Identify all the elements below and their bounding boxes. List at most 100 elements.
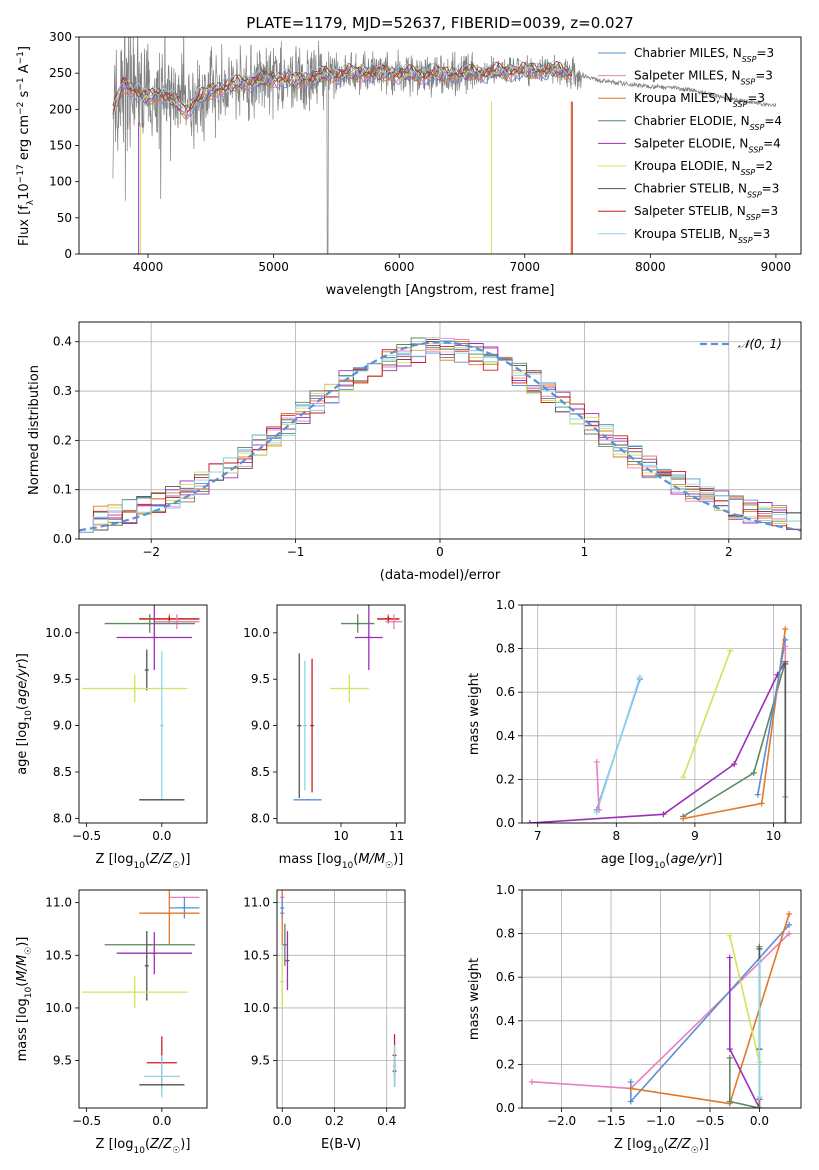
mass-ebv-plot-area (277, 890, 405, 1108)
normal-curve (79, 341, 801, 532)
residuals-ytick-label: 0.1 (53, 483, 72, 497)
weight-point-marker (786, 930, 793, 937)
age-z-xlabel: Z [log10(Z/Z☉)] (96, 852, 191, 871)
weight-point-marker (758, 800, 765, 807)
weight-point-marker (726, 954, 733, 961)
chart-weight-z: −2.0 −1.5 −1.0 −0.5 0.0 0.0 0.2 0.4 0.6 0.8 1.0 Z [… (467, 883, 802, 1156)
mass-z-xlabel: Z [log10(Z/Z☉)] (96, 1137, 191, 1156)
errorbar-point (310, 658, 315, 793)
weight-point-marker (528, 1078, 535, 1085)
spectrum-xtick-label: 6000 (384, 260, 415, 274)
age-mass-xtick-label: 10 (333, 829, 348, 843)
weight-series-line (728, 957, 761, 1108)
errorbar-point (82, 976, 188, 1008)
mass-z-xtick-label: 0.0 (152, 1114, 171, 1128)
legend-entry: Kroupa MILES, NSSP=3 (634, 91, 765, 109)
weight-point-marker (726, 932, 733, 939)
weight-z-ytick-label: 1.0 (496, 883, 515, 897)
age-mass-xlabel: mass [log10(M/M☉)] (279, 852, 404, 871)
age-z-ytick-label: 8.0 (53, 811, 72, 825)
age-z-xtick-label: 0.0 (152, 829, 171, 843)
weight-z-frame (521, 889, 802, 1109)
weight-z-ytick-label: 0.0 (496, 1101, 515, 1115)
legend-entry: 𝒩(0, 1) (738, 337, 782, 351)
residuals-ytick-label: 0.3 (53, 384, 72, 398)
age-mass-ytick-label: 9.5 (251, 672, 270, 686)
residuals-ytick-label: 0.4 (53, 335, 72, 349)
weight-z-xtick-label: −2.0 (547, 1114, 576, 1128)
weight-point-marker (750, 769, 757, 776)
errorbar-point (385, 614, 403, 630)
weight-point-marker (756, 1105, 763, 1108)
weight-z-ytick-label: 0.8 (496, 927, 515, 941)
age-z-frame (78, 604, 208, 824)
spectrum-plot-area (112, 37, 777, 254)
weight-age-ytick-label: 0.0 (496, 816, 515, 830)
weight-point-marker (786, 910, 793, 917)
data-spectrum (112, 37, 777, 254)
weight-point-marker (526, 820, 533, 823)
weight-z-xtick-label: 0.0 (750, 1114, 769, 1128)
residuals-ytick-label: 0.2 (53, 433, 72, 447)
weight-point-marker (660, 811, 667, 818)
weight-point-marker (782, 636, 789, 643)
weight-z-xtick-label: −0.5 (695, 1114, 724, 1128)
model-spectrum (112, 66, 573, 120)
age-z-ytick-label: 9.0 (53, 719, 72, 733)
chart-weight-age: 7 8 9 10 0.0 0.2 0.4 0.6 0.8 1.0 age [log10(age/yr… (467, 598, 802, 871)
weight-age-ytick-label: 1.0 (496, 598, 515, 612)
residuals-frame (78, 321, 802, 540)
weight-point-marker (727, 647, 734, 654)
mass-z-ylabel: mass [log10(M/M☉)] (15, 937, 34, 1062)
errorbar-point (282, 923, 287, 966)
errorbar-point (104, 614, 195, 633)
weight-series-line (595, 761, 600, 810)
weight-point-marker (680, 774, 687, 781)
errorbar-point (139, 616, 200, 622)
residual-histogram (79, 341, 801, 533)
model-spectrum (112, 60, 573, 112)
spectrum-xtick-label: 9000 (761, 260, 792, 274)
age-mass-ytick-label: 8.0 (251, 811, 270, 825)
age-z-ytick-label: 8.5 (53, 765, 72, 779)
residuals-xtick-label: 2 (725, 545, 733, 559)
weight-z-plot-area (522, 890, 801, 1108)
weight-z-xtick-label: −1.5 (596, 1114, 625, 1128)
spectrum-ytick-label: 300 (49, 30, 72, 44)
spectrum-xtick-label: 8000 (635, 260, 666, 274)
weight-series-line (728, 946, 761, 1108)
errorbar-point (116, 932, 192, 975)
spectrum-xtick-label: 4000 (133, 260, 164, 274)
mass-ebv-frame (276, 889, 406, 1109)
spectrum-xtick-label: 7000 (509, 260, 540, 274)
spectrum-ytick-label: 100 (49, 175, 72, 189)
weight-z-xtick-label: −1.0 (646, 1114, 675, 1128)
weight-point-marker (627, 1085, 634, 1092)
age-mass-xtick-label: 11 (389, 829, 404, 843)
mass-z-ytick-label: 10.0 (45, 1001, 72, 1015)
errorbar-point (82, 674, 188, 703)
residuals-xtick-label: −1 (287, 545, 305, 559)
weight-point-marker (627, 1098, 634, 1105)
chart-spectrum: 4000 5000 6000 7000 8000 9000 0 50 100 150 200 250 3… (16, 30, 802, 298)
age-mass-ytick-label: 9.0 (251, 719, 270, 733)
mass-ebv-xtick-label: 0.0 (273, 1114, 292, 1128)
mass-ebv-ytick-label: 11.0 (243, 896, 270, 910)
errorbar-point (280, 897, 285, 919)
age-z-ylabel: age [log10(age/yr)] (15, 653, 34, 775)
weight-point-marker (782, 625, 789, 632)
weight-point-marker (627, 1078, 634, 1085)
legend-entry: Kroupa ELODIE, NSSP=2 (634, 159, 773, 177)
age-mass-ytick-label: 8.5 (251, 765, 270, 779)
errorbar-point (143, 1055, 180, 1098)
errorbar-point (154, 614, 200, 630)
weight-point-marker (731, 761, 738, 768)
spectrum-xtick-label: 5000 (258, 260, 289, 274)
weight-point-marker (756, 1094, 763, 1101)
weight-point-marker (726, 1046, 733, 1053)
legend-entry: Chabrier MILES, NSSP=3 (634, 46, 774, 64)
weight-age-ytick-label: 0.2 (496, 772, 515, 786)
weight-point-marker (754, 791, 761, 798)
weight-series-line (729, 935, 761, 1063)
legend-entry: Chabrier STELIB, NSSP=3 (634, 182, 779, 200)
